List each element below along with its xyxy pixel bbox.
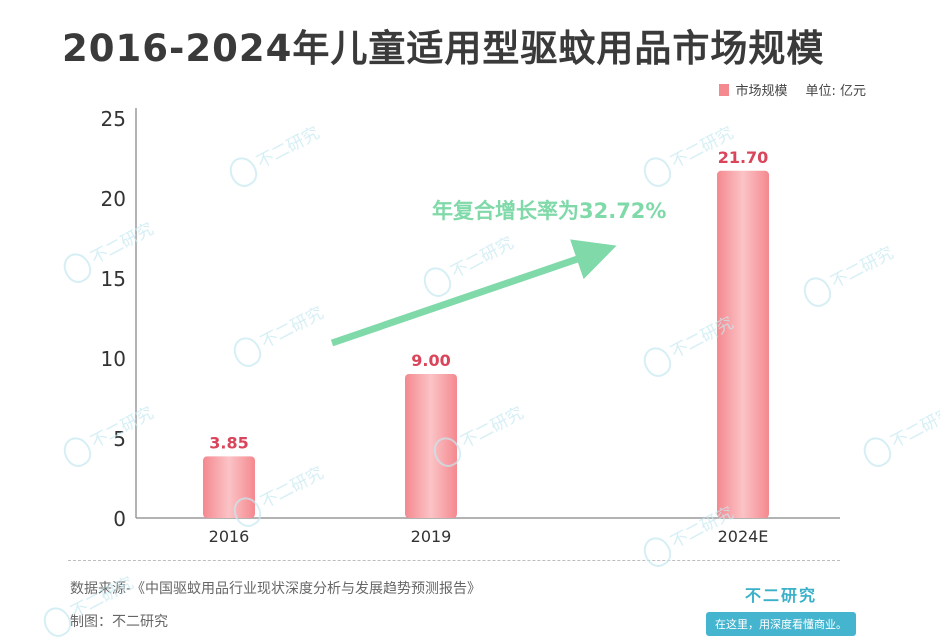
footer-divider: [68, 560, 840, 561]
bar: [717, 170, 769, 519]
bars: [203, 170, 769, 519]
bar-chart: 0 5 10 15 20 25 3.85 2016 9.00 2019 21.70 2024E 年复…: [101, 107, 840, 546]
x-tick-label: 2019: [411, 527, 452, 546]
trend-arrow: [330, 239, 617, 347]
labels: 3.85 2016 9.00 2019 21.70 2024E: [209, 148, 769, 546]
legend: 市场规模 单位: 亿元: [719, 80, 866, 99]
bar-value-label: 21.70: [718, 148, 769, 167]
x-tick-label: 2016: [209, 527, 250, 546]
x-tick-label: 2024E: [718, 527, 769, 546]
cagr-annotation: 年复合增长率为32.72%: [432, 199, 666, 223]
legend-swatch: [719, 83, 730, 96]
y-tick-label: 5: [113, 427, 126, 451]
chart-maker: 制图：不二研究: [70, 614, 168, 630]
y-tick-label: 25: [101, 107, 126, 131]
y-tick-label: 15: [101, 267, 126, 291]
brand-name: 不二研究: [744, 586, 817, 605]
bar: [203, 456, 255, 518]
brand-slogan: 在这里，用深度看懂商业。: [706, 612, 856, 636]
unit-label: 单位: 亿元: [805, 84, 866, 99]
y-tick-label: 0: [113, 507, 126, 531]
data-source: 数据来源-《中国驱蚊用品行业现状深度分析与发展趋势预测报告》: [70, 581, 482, 597]
brand-logo: 不二研究 在这里，用深度看懂商业。: [706, 582, 856, 636]
legend-series-label: 市场规模: [735, 84, 788, 99]
y-tick-label: 10: [101, 347, 126, 371]
chart-title: 2016-2024年儿童适用型驱蚊用品市场规模: [62, 27, 825, 70]
bar: [405, 374, 457, 518]
y-tick-label: 20: [101, 187, 126, 211]
bar-value-label: 9.00: [411, 351, 450, 370]
bar-value-label: 3.85: [209, 433, 248, 452]
